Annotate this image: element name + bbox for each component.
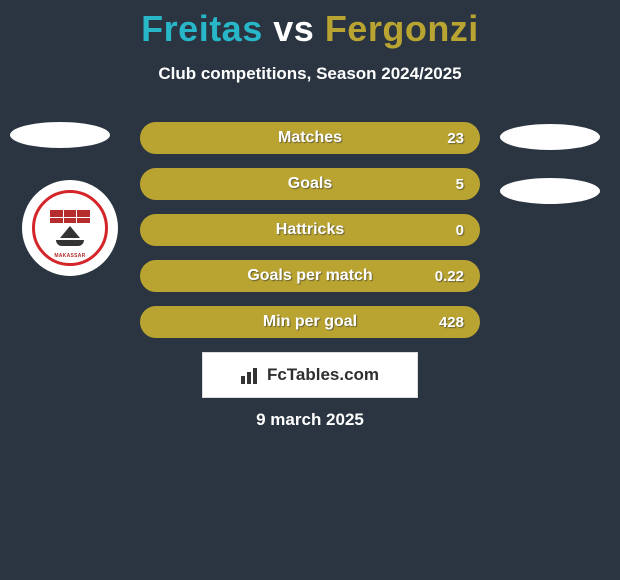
stat-bar: Hattricks 0 bbox=[140, 214, 480, 246]
stat-bar-label: Matches bbox=[278, 129, 342, 147]
brand-text: FcTables.com bbox=[267, 365, 379, 385]
comparison-title: Freitas vs Fergonzi bbox=[0, 0, 620, 50]
player-a-name: Freitas bbox=[141, 8, 263, 49]
stat-bar: Min per goal 428 bbox=[140, 306, 480, 338]
stat-bar: Matches 23 bbox=[140, 122, 480, 154]
stat-bar-value: 0.22 bbox=[435, 268, 464, 285]
stat-bar-value: 23 bbox=[447, 130, 464, 147]
player-b-name: Fergonzi bbox=[325, 8, 479, 49]
right-placeholder-ellipse-1 bbox=[500, 124, 600, 150]
brand-bars-icon bbox=[241, 366, 261, 384]
date-text: 9 march 2025 bbox=[0, 410, 620, 430]
stats-bars-container: Matches 23 Goals 5 Hattricks 0 Goals per match… bbox=[140, 122, 480, 338]
right-placeholder-ellipse-2 bbox=[500, 178, 600, 204]
club-badge: MAKASSAR bbox=[22, 180, 118, 276]
left-placeholder-ellipse bbox=[10, 122, 110, 148]
stat-bar: Goals per match 0.22 bbox=[140, 260, 480, 292]
stat-bar-value: 0 bbox=[456, 222, 464, 239]
brand-box: FcTables.com bbox=[202, 352, 418, 398]
stat-bar-label: Hattricks bbox=[276, 221, 344, 239]
stat-bar-value: 428 bbox=[439, 314, 464, 331]
stat-bar-label: Min per goal bbox=[263, 313, 357, 331]
stat-bar-value: 5 bbox=[456, 176, 464, 193]
badge-ribbon-text: MAKASSAR bbox=[54, 253, 85, 259]
subtitle-text: Club competitions, Season 2024/2025 bbox=[0, 64, 620, 84]
club-badge-inner: MAKASSAR bbox=[32, 190, 108, 266]
badge-brick-icon bbox=[50, 210, 90, 224]
badge-boat-icon bbox=[52, 226, 88, 246]
stat-bar-label: Goals bbox=[288, 175, 332, 193]
stat-bar-label: Goals per match bbox=[247, 267, 372, 285]
stat-bar: Goals 5 bbox=[140, 168, 480, 200]
vs-separator: vs bbox=[273, 8, 314, 49]
